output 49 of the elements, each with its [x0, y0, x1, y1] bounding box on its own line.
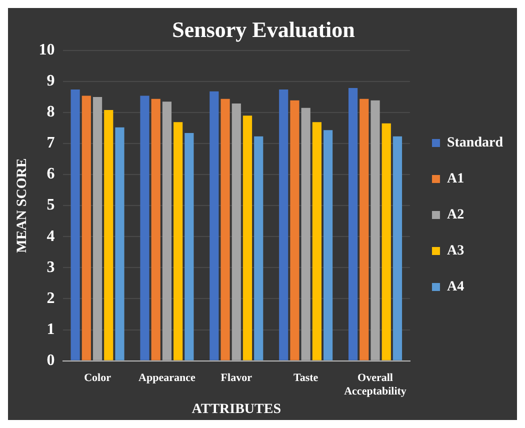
bar [312, 122, 322, 360]
y-tick-label: 8 [46, 104, 55, 121]
legend-label: Standard [446, 136, 504, 151]
bar [232, 103, 241, 360]
y-tick-label: 1 [46, 320, 55, 338]
bar [279, 90, 288, 360]
x-tick-label: Flavor [220, 372, 252, 384]
bar [290, 100, 300, 360]
bar [360, 98, 369, 360]
legend-label: A1 [446, 172, 464, 187]
bar [382, 123, 391, 360]
bar [82, 96, 91, 360]
y-tick-label: 3 [46, 258, 55, 276]
bar [174, 122, 183, 360]
bar [184, 132, 194, 360]
legend-label: A3 [446, 244, 464, 259]
x-tick-label: Taste [294, 372, 318, 384]
bar [162, 102, 172, 360]
bar [301, 108, 310, 360]
bar [104, 110, 114, 360]
bar [115, 127, 124, 360]
y-axis-title: MEAN SCORE [15, 158, 30, 253]
bar [242, 116, 252, 360]
chart-title: Sensory Evaluation [172, 16, 355, 42]
x-tick-label: Color [84, 372, 112, 384]
y-tick-label: 9 [46, 72, 55, 90]
legend-label: A2 [446, 208, 464, 223]
x-tick-label: Overall Acceptability [344, 372, 407, 398]
bar [210, 91, 219, 360]
y-tick-label: 4 [46, 228, 55, 245]
y-tick-label: 10 [38, 42, 55, 59]
bar [70, 90, 80, 360]
legend-label: A4 [446, 280, 464, 295]
bar [370, 100, 380, 360]
bar [92, 96, 102, 360]
y-tick-label: 2 [46, 290, 55, 307]
bar [140, 96, 150, 360]
bar [323, 130, 333, 360]
bar [392, 136, 402, 360]
x-tick-label: Appearance [138, 372, 196, 384]
y-tick-label: 7 [46, 134, 55, 152]
bar [348, 88, 358, 360]
bar [220, 98, 230, 360]
y-tick-label: 0 [46, 352, 55, 369]
y-tick-label: 5 [46, 196, 55, 214]
bar [151, 98, 160, 360]
bar [254, 136, 264, 360]
y-tick-label: 6 [46, 166, 55, 183]
x-axis-title: ATTRIBUTES [192, 402, 282, 418]
